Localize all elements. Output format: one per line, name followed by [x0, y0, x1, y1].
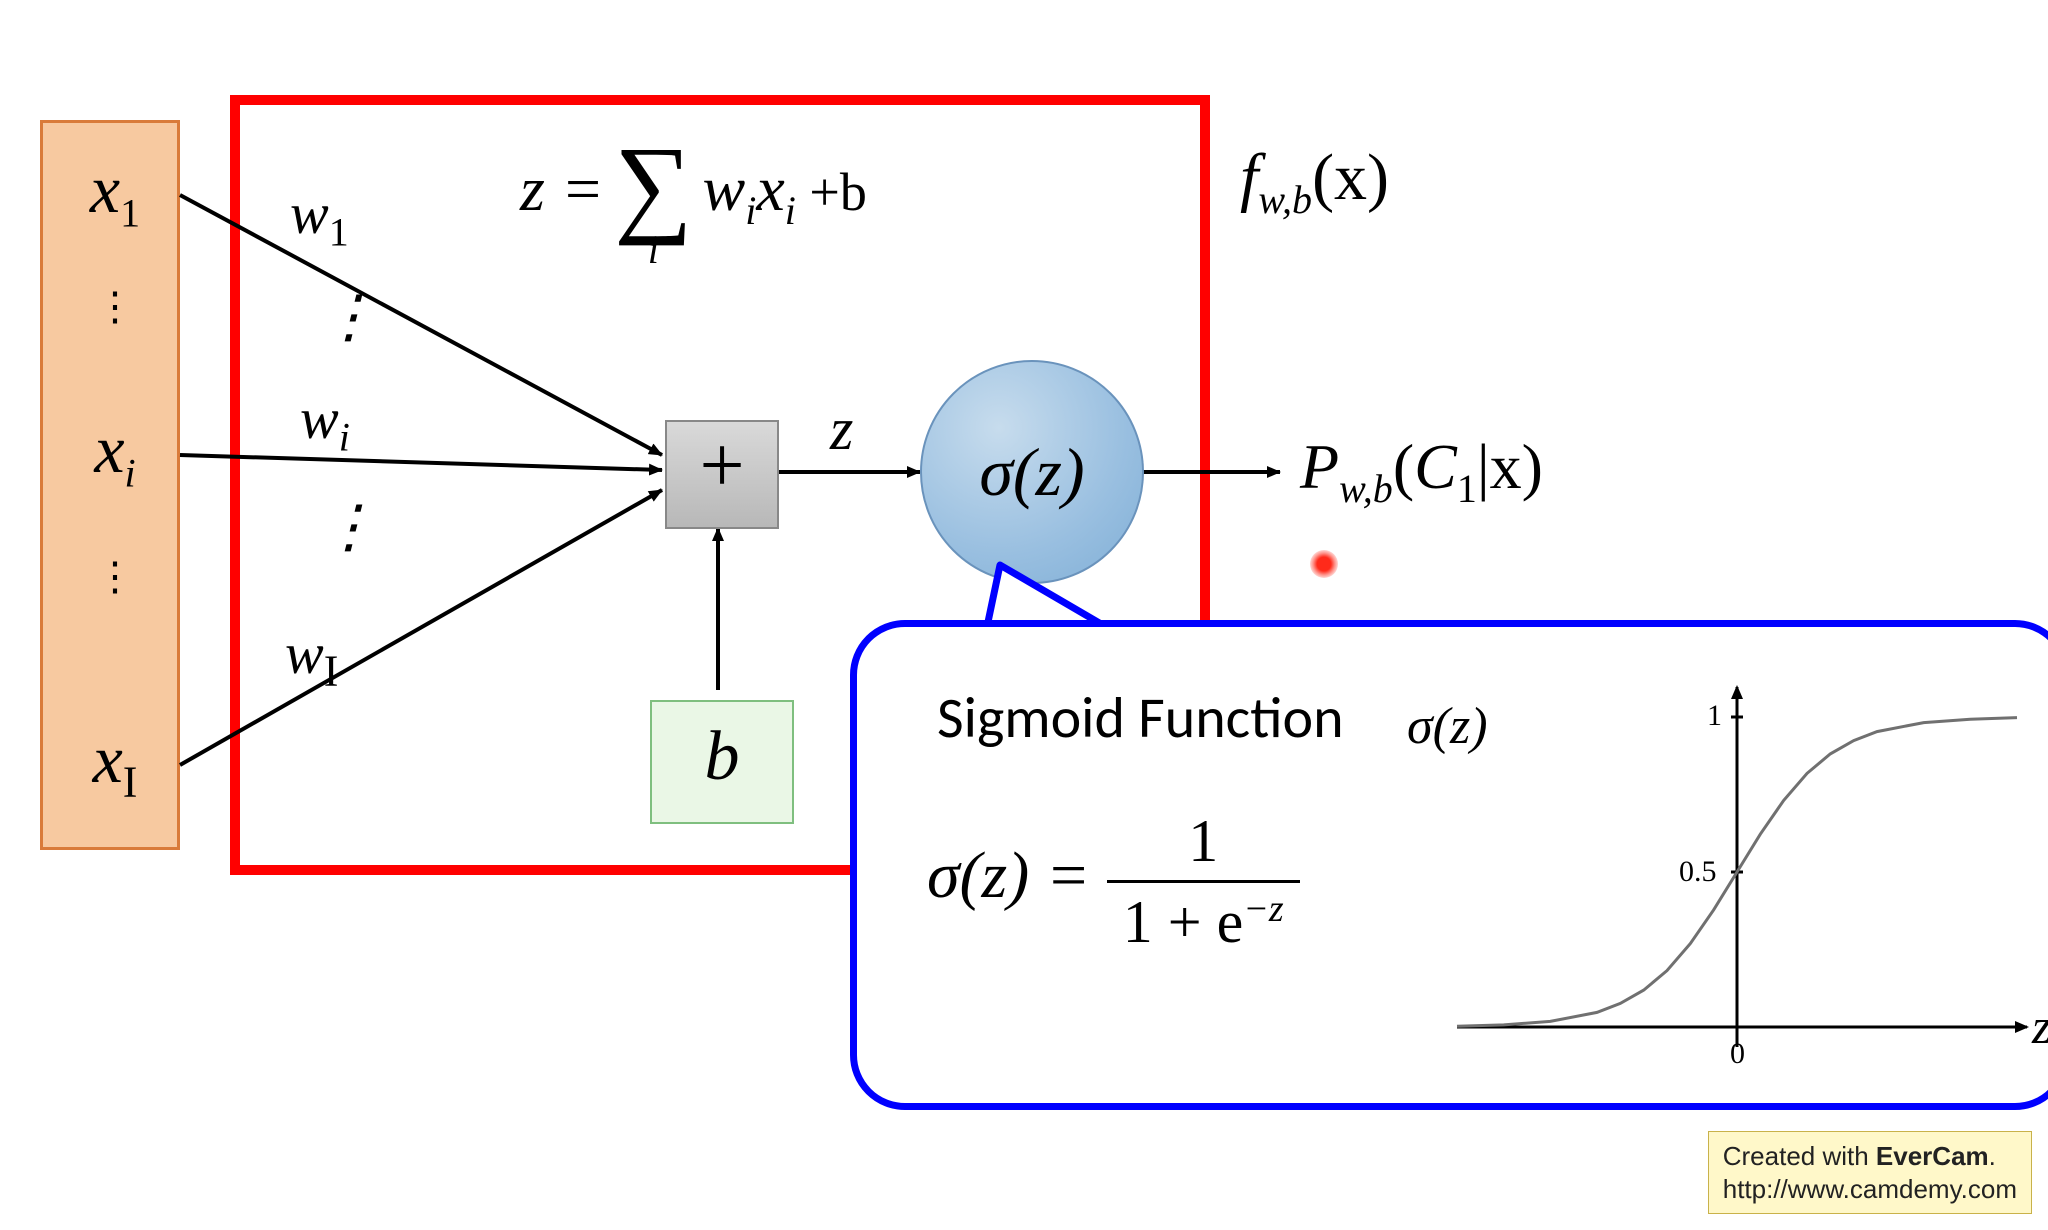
- sigma-close: ): [1062, 434, 1085, 510]
- origin-0-text: 0: [1730, 1037, 1745, 1070]
- P-open: (: [1393, 431, 1414, 502]
- sigma-var: z: [1036, 434, 1062, 510]
- plot-ylabel-text: σ(z): [1407, 698, 1488, 755]
- input-xi: xi: [60, 410, 170, 497]
- sigmoid-lhs: σ(z) =: [927, 839, 1090, 912]
- fwb-arg: (x): [1312, 141, 1389, 214]
- input-vdots-1: ⋮: [60, 300, 170, 314]
- z-edge-label: z: [830, 395, 853, 464]
- z-edge-text: z: [830, 396, 853, 462]
- weight-vdots-2: ⋮: [320, 520, 378, 534]
- sigma-open: σ(: [979, 434, 1035, 510]
- ytick-half-text: 0.5: [1679, 855, 1717, 888]
- credit-1c: .: [1989, 1141, 1996, 1171]
- xi-sub: i: [125, 451, 136, 496]
- callout-title-text: Sigmoid Function: [937, 682, 1344, 753]
- frac-den-a: 1 + e: [1123, 889, 1243, 955]
- w1-sub: 1: [329, 210, 349, 255]
- sigmoid-callout: Sigmoid Function σ(z) = 1 1 + e−z σ(z): [850, 620, 2048, 1110]
- bias-node: b: [650, 700, 794, 824]
- rhs-x-sub: i: [785, 188, 796, 233]
- sigma-glyph: ∑: [614, 140, 692, 230]
- credit-line1: Created with EverCam.: [1723, 1140, 2017, 1173]
- P-rest: |x): [1477, 431, 1543, 502]
- plot-ytick-half: 0.5: [1679, 855, 1717, 889]
- rhs-w-sub: i: [745, 188, 756, 233]
- plot-ytick-1: 1: [1707, 699, 1722, 733]
- wI-sub: I: [324, 647, 339, 696]
- plot-xlabel-text: z: [2032, 998, 2048, 1054]
- input-vdots-2: ⋮: [60, 570, 170, 584]
- P-letter: P: [1300, 431, 1339, 502]
- weight-wI: wI: [285, 620, 338, 697]
- plot-origin-0: 0: [1730, 1037, 1745, 1071]
- wI-var: w: [285, 621, 324, 686]
- sigmoid-plot-svg: [1417, 657, 2048, 1087]
- rhs-w: w: [703, 153, 746, 224]
- probability-output: Pw,b(C1|x): [1300, 430, 1543, 512]
- frac-num: 1: [1188, 808, 1218, 874]
- xI-var: x: [93, 721, 123, 797]
- sigma-node: σ(z): [920, 360, 1144, 584]
- z-lhs: z =: [520, 153, 604, 224]
- sum-node: +: [665, 420, 779, 529]
- P-sub: w,b: [1339, 466, 1393, 511]
- fwb-f: f: [1240, 141, 1258, 214]
- sigmoid-equation: σ(z) = 1 1 + e−z: [927, 807, 1300, 957]
- input-xI: xI: [60, 720, 170, 808]
- wi-sub: i: [339, 415, 350, 460]
- input-x1: x1: [60, 150, 170, 237]
- P-C: C: [1414, 431, 1457, 502]
- ytick-1-text: 1: [1707, 699, 1722, 732]
- rhs-x: x: [756, 153, 784, 224]
- P-Csub: 1: [1457, 466, 1477, 511]
- callout-title: Sigmoid Function: [937, 682, 1344, 753]
- x1-sub: 1: [120, 191, 140, 236]
- credit-box: Created with EverCam. http://www.camdemy…: [1708, 1131, 2032, 1214]
- weight-vdots-1: ⋮: [320, 310, 378, 324]
- xI-sub: I: [123, 758, 138, 807]
- sigmoid-plot: σ(z) 1 0.5 0 z: [1417, 657, 2048, 1087]
- plus-glyph: +: [699, 422, 744, 510]
- wvdots-2: ⋮: [320, 494, 378, 559]
- wi-var: w: [300, 386, 339, 451]
- credit-1b: EverCam: [1876, 1141, 1989, 1171]
- rhs-tail: +b: [796, 162, 867, 222]
- x1-var: x: [90, 151, 120, 227]
- wvdots-1: ⋮: [320, 284, 378, 349]
- fwb-label: fw,b(x): [1240, 140, 1389, 223]
- vdots-1-glyph: ⋮: [95, 284, 135, 329]
- credit-1a: Created with: [1723, 1141, 1876, 1171]
- b-glyph: b: [705, 718, 740, 795]
- vdots-2-glyph: ⋮: [95, 554, 135, 599]
- frac-den-exp: −z: [1243, 888, 1283, 930]
- diagram-canvas: x1 ⋮ xi ⋮ xI w1 ⋮ wi ⋮ wI: [0, 0, 2048, 1230]
- plot-xlabel: z: [2032, 997, 2048, 1055]
- plot-ylabel: σ(z): [1407, 697, 1488, 756]
- credit-line2: http://www.camdemy.com: [1723, 1173, 2017, 1206]
- laser-pointer-icon: [1310, 550, 1338, 578]
- xi-var: x: [94, 411, 124, 487]
- credit-2: http://www.camdemy.com: [1723, 1174, 2017, 1204]
- fwb-sub: w,b: [1258, 177, 1312, 222]
- weight-w1: w1: [290, 180, 349, 256]
- weight-wi: wi: [300, 385, 350, 461]
- z-equation: z = ∑ i wixi +b: [520, 140, 867, 273]
- w1-var: w: [290, 181, 329, 246]
